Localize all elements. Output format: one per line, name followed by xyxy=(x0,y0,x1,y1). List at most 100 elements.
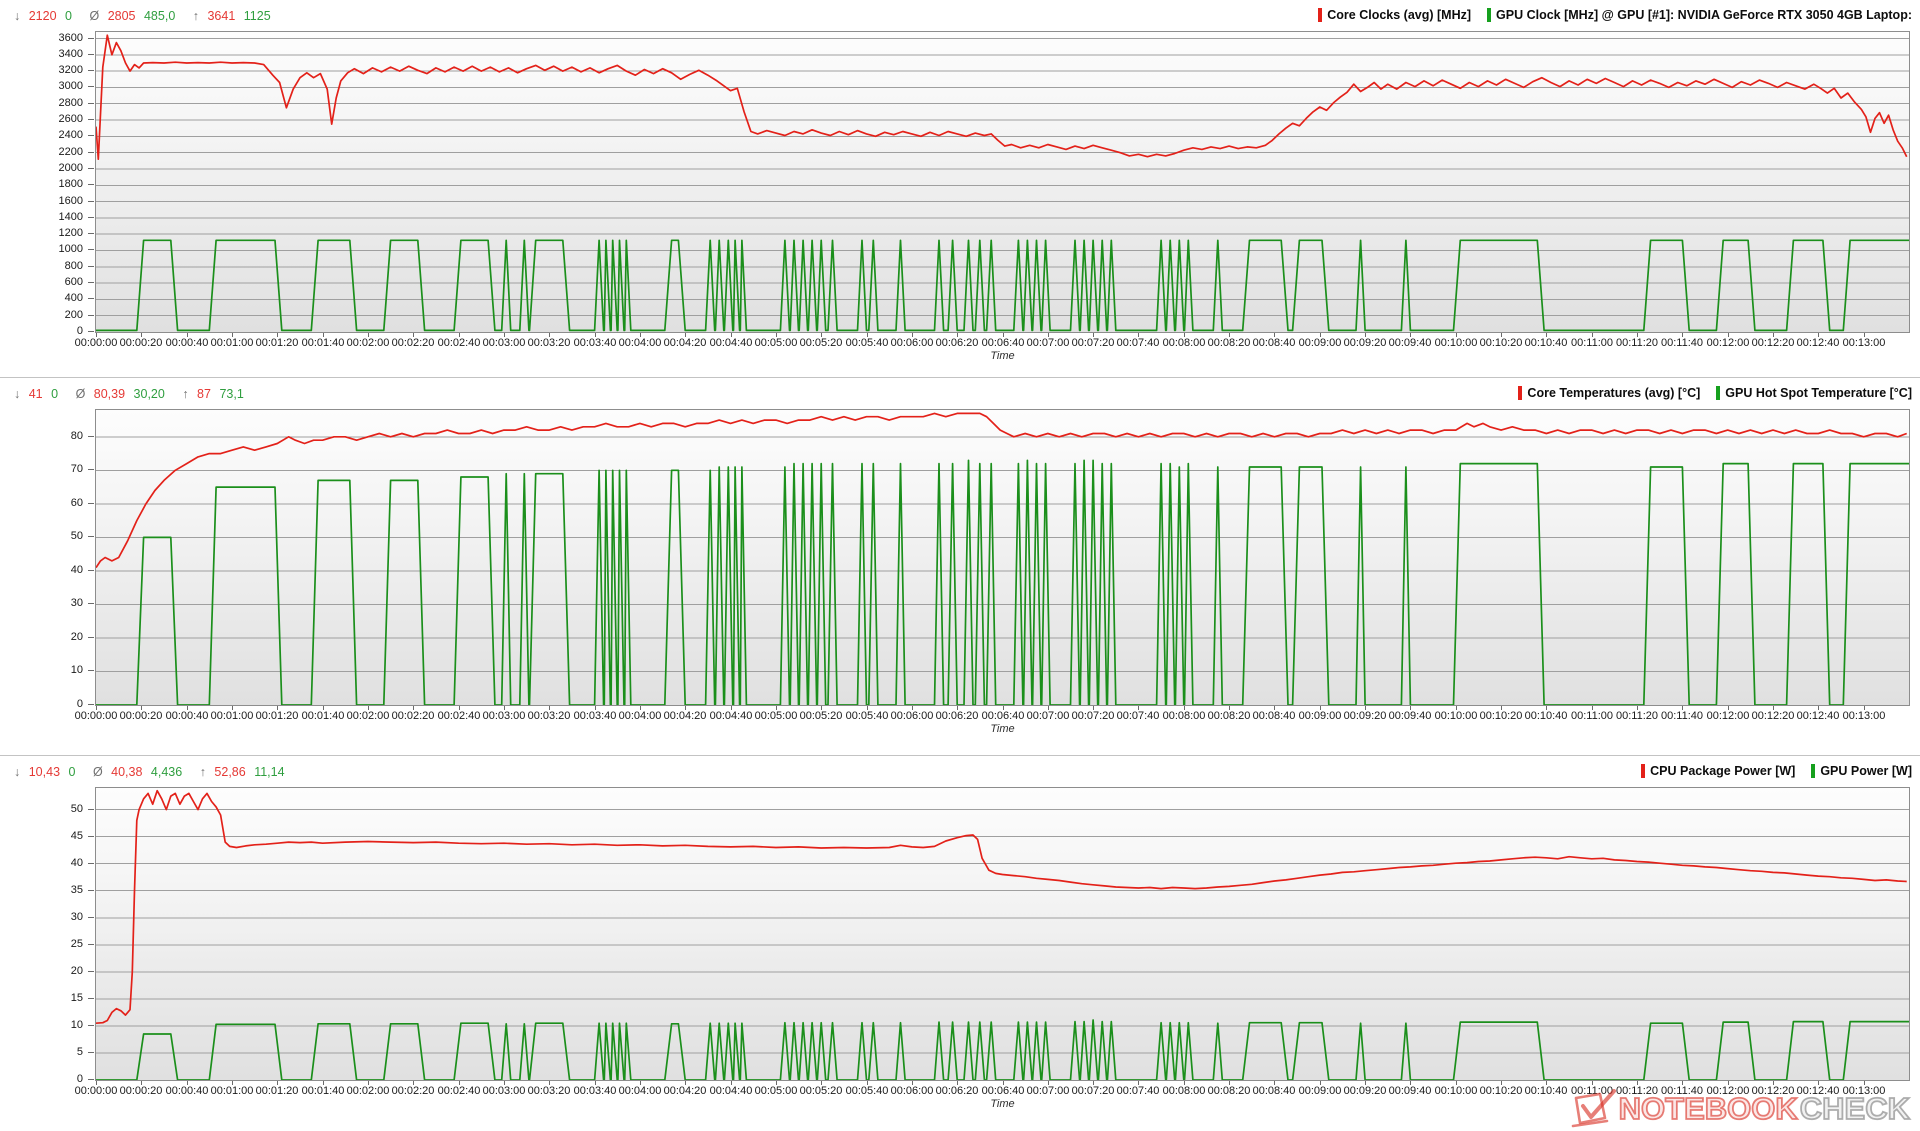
x-tick-mark xyxy=(1456,333,1457,337)
x-tick-label: 00:00:40 xyxy=(165,1085,209,1097)
stat-min-red: 10,43 xyxy=(28,765,61,779)
max-arrow-icon: ↑ xyxy=(192,9,199,23)
x-tick-mark xyxy=(1501,706,1502,710)
x-tick-label: 00:10:20 xyxy=(1479,710,1523,722)
x-tick-mark xyxy=(1410,333,1411,337)
x-tick-label: 00:06:40 xyxy=(981,710,1025,722)
series-line xyxy=(96,1019,1909,1080)
x-tick-label: 00:09:20 xyxy=(1343,337,1387,349)
y-tick-mark xyxy=(88,135,94,136)
x-tick-label: 00:00:00 xyxy=(74,710,118,722)
x-tick-mark xyxy=(821,1081,822,1085)
x-tick-mark xyxy=(459,1081,460,1085)
x-tick-mark xyxy=(821,706,822,710)
x-tick-label: 00:02:40 xyxy=(437,337,481,349)
x-tick-label: 00:05:00 xyxy=(754,1085,798,1097)
stat-min-red: 2120 xyxy=(28,9,57,23)
x-tick-label: 00:12:20 xyxy=(1751,337,1795,349)
x-tick-mark xyxy=(1456,706,1457,710)
x-tick-label: 00:09:00 xyxy=(1298,337,1342,349)
stat-avg-green: 485,0 xyxy=(143,9,176,23)
x-tick-mark xyxy=(1274,706,1275,710)
y-tick-mark xyxy=(88,249,94,250)
x-tick-label: 00:04:40 xyxy=(709,1085,753,1097)
x-tick-label: 00:03:40 xyxy=(573,710,617,722)
y-tick-mark xyxy=(88,809,94,810)
y-tick-mark xyxy=(88,38,94,39)
y-tick-mark xyxy=(88,971,94,972)
series-stats: ↓ 2120 0 Ø 2805 485,0 ↑ 3641 1125 xyxy=(14,9,271,23)
x-tick-label: 00:08:40 xyxy=(1252,337,1296,349)
x-tick-label: 00:00:20 xyxy=(119,1085,163,1097)
plot-area-temperatures[interactable] xyxy=(95,409,1910,706)
x-tick-mark xyxy=(1184,1081,1185,1085)
x-tick-mark xyxy=(776,1081,777,1085)
x-tick-label: 00:01:20 xyxy=(255,710,299,722)
green-series-swatch xyxy=(1487,8,1492,22)
y-tick-label: 40 xyxy=(70,563,83,576)
x-tick-mark xyxy=(912,1081,913,1085)
y-tick-label: 600 xyxy=(64,276,83,289)
x-tick-mark xyxy=(1003,333,1004,337)
y-axis-clocks: 0 200 400 600 800 1000 1200 1400 1600 1800 2000 220… xyxy=(0,31,95,337)
x-tick-mark xyxy=(685,1081,686,1085)
series-line xyxy=(96,239,1909,332)
x-tick-mark xyxy=(413,333,414,337)
y-tick-mark xyxy=(88,217,94,218)
x-tick-label: 00:02:40 xyxy=(437,1085,481,1097)
x-tick-mark xyxy=(232,706,233,710)
plot-area-clocks[interactable] xyxy=(95,31,1910,333)
legend-label: CPU Package Power [W] xyxy=(1650,764,1796,778)
x-tick-label: 00:08:00 xyxy=(1162,710,1206,722)
x-tick-mark xyxy=(187,1081,188,1085)
x-tick-mark xyxy=(685,333,686,337)
y-tick-label: 3200 xyxy=(58,64,83,77)
red-series-swatch xyxy=(1318,8,1323,22)
x-tick-mark xyxy=(1410,706,1411,710)
legend-item-gpu: GPU Power [W] xyxy=(1811,764,1912,778)
x-tick-mark xyxy=(96,333,97,337)
x-tick-mark xyxy=(1773,706,1774,710)
x-tick-label: 00:09:00 xyxy=(1298,710,1342,722)
legend-label: Core Temperatures (avg) [°C] xyxy=(1527,386,1701,400)
x-tick-label: 00:11:40 xyxy=(1660,337,1704,349)
y-tick-mark xyxy=(88,86,94,87)
y-tick-mark xyxy=(88,570,94,571)
legend-label: GPU Power [W] xyxy=(1820,764,1912,778)
x-tick-mark xyxy=(867,706,868,710)
y-tick-mark xyxy=(88,184,94,185)
x-tick-mark xyxy=(277,706,278,710)
x-tick-mark xyxy=(1818,706,1819,710)
x-tick-mark xyxy=(1773,1081,1774,1085)
y-tick-mark xyxy=(88,998,94,999)
y-tick-label: 30 xyxy=(70,910,83,923)
x-tick-mark xyxy=(685,706,686,710)
y-tick-label: 1200 xyxy=(58,227,83,240)
x-tick-mark xyxy=(1456,1081,1457,1085)
x-tick-label: 00:02:40 xyxy=(437,710,481,722)
x-tick-label: 00:10:20 xyxy=(1479,337,1523,349)
legend-item-cpu: CPU Package Power [W] xyxy=(1641,764,1795,778)
x-tick-label: 00:12:40 xyxy=(1796,337,1840,349)
x-axis-title: Time xyxy=(990,723,1015,735)
x-tick-mark xyxy=(1093,333,1094,337)
x-tick-label: 00:12:00 xyxy=(1706,710,1750,722)
max-arrow-icon: ↑ xyxy=(199,765,206,779)
x-tick-mark xyxy=(187,333,188,337)
y-tick-mark xyxy=(88,282,94,283)
chart-panel-clocks: ↓ 2120 0 Ø 2805 485,0 ↑ 3641 1125 Core C… xyxy=(0,0,1920,378)
x-tick-mark xyxy=(1864,333,1865,337)
y-tick-label: 50 xyxy=(70,530,83,543)
x-tick-label: 00:06:40 xyxy=(981,337,1025,349)
x-tick-mark xyxy=(595,1081,596,1085)
x-tick-mark xyxy=(1592,333,1593,337)
y-tick-label: 70 xyxy=(70,463,83,476)
y-tick-label: 3600 xyxy=(58,31,83,44)
y-tick-mark xyxy=(88,168,94,169)
x-tick-label: 00:10:40 xyxy=(1524,1085,1568,1097)
plot-area-power[interactable] xyxy=(95,787,1910,1081)
x-tick-label: 00:08:20 xyxy=(1207,710,1251,722)
chart-legend: CPU Package Power [W] GPU Power [W] xyxy=(1641,764,1912,778)
x-tick-label: 00:07:20 xyxy=(1071,1085,1115,1097)
x-tick-label: 00:05:00 xyxy=(754,337,798,349)
